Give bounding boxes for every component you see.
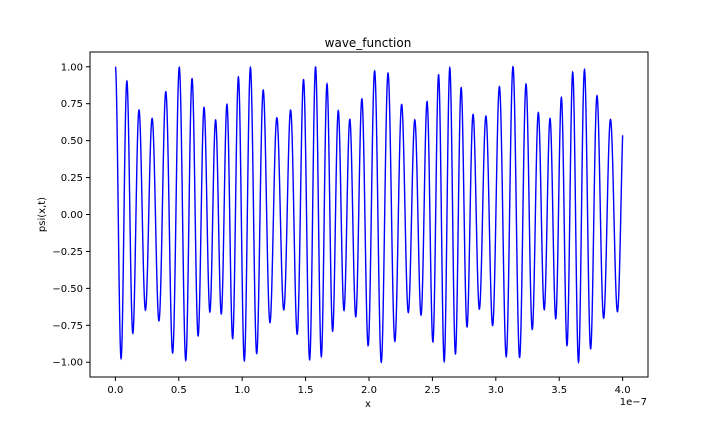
y-tick-label: −0.25 <box>52 247 83 258</box>
x-tick-label: 2.5 <box>424 385 440 396</box>
x-tick-label: 0.0 <box>107 385 123 396</box>
y-tick-label: 1.00 <box>61 62 83 73</box>
x-axis-label: x <box>365 399 371 410</box>
y-tick-label: 0.00 <box>61 210 83 221</box>
x-tick-label: 3.0 <box>488 385 504 396</box>
x-tick-label: 1.5 <box>298 385 314 396</box>
y-tick-label: 0.75 <box>61 99 83 110</box>
x-tick-label: 2.0 <box>361 385 377 396</box>
plot-area <box>114 65 624 365</box>
y-tick-label: 0.25 <box>61 173 83 184</box>
y-axis: 1.00 0.75 0.50 0.25 0.00 −0.25 −0.50 −0.75 −1.00 <box>52 62 90 369</box>
y-tick-label: −0.75 <box>52 321 83 332</box>
y-tick-label: −1.00 <box>52 358 83 369</box>
y-tick-label: −0.50 <box>52 284 83 295</box>
y-tick-label: 0.50 <box>61 136 83 147</box>
x-tick-label: 3.5 <box>551 385 567 396</box>
x-axis: 0.0 0.5 1.0 1.5 2.0 2.5 3.0 3.5 4.0 <box>107 377 631 396</box>
x-axis-offset-text: 1e−7 <box>620 397 647 408</box>
wave-function-line <box>114 65 624 365</box>
x-tick-label: 0.5 <box>171 385 187 396</box>
x-tick-label: 1.0 <box>234 385 250 396</box>
chart-title: wave_function <box>325 36 412 50</box>
x-tick-label: 4.0 <box>615 385 631 396</box>
y-axis-label: psi(x,t) <box>37 197 48 232</box>
